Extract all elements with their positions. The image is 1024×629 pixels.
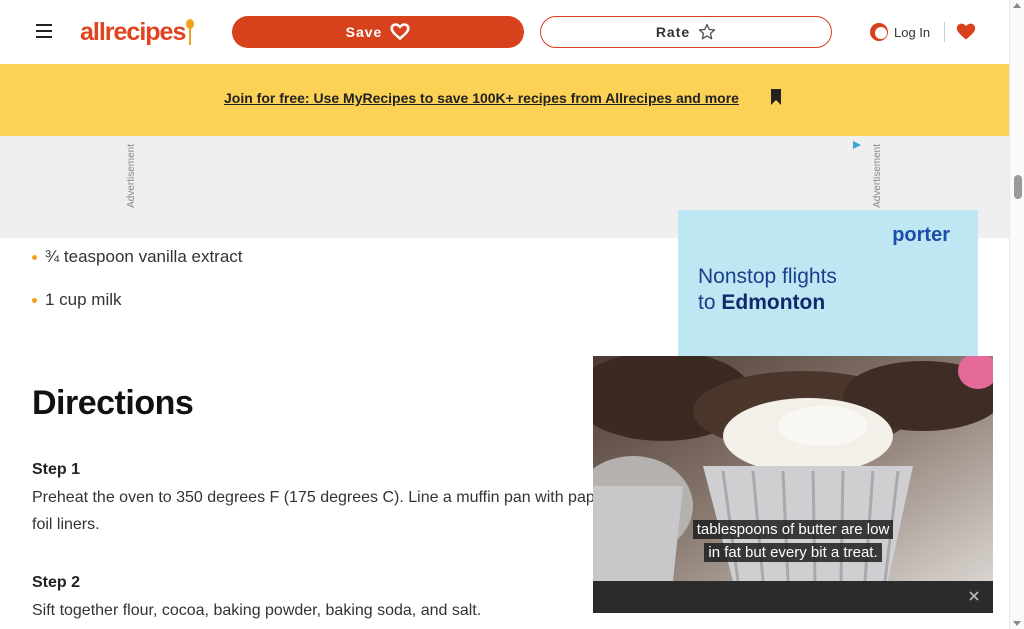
spoon-icon [186,19,195,45]
side-ad-headline-line1: Nonstop flights [698,265,837,288]
adchoices-icon [853,141,861,149]
side-ad-headline-to: to [698,291,722,314]
top-ad-band: Advertisement Advertisement [0,136,1009,238]
saved-recipes-button[interactable] [956,22,976,42]
step-text: Sift together flour, cocoa, baking powde… [32,602,482,619]
heart-icon [390,23,410,41]
side-ad-headline: Nonstop flights to Edmonton [698,264,837,316]
promo-banner: Join for free: Use MyRecipes to save 100… [0,64,1009,136]
login-button[interactable]: Log In [870,20,930,44]
ingredient-item: 1 cup milk [32,290,122,310]
page-scrollbar[interactable] [1009,0,1024,629]
side-ad-brand: porter [892,224,950,246]
star-icon [698,23,716,40]
caption-line1: tablespoons of butter are low [692,520,894,539]
scroll-down-arrow-icon[interactable] [1013,621,1021,626]
video-caption: tablespoons of butter are low in fat but… [593,518,993,564]
ingredient-item: ¾ teaspoon vanilla extract [32,247,243,267]
bookmark-icon [771,89,781,105]
save-button[interactable]: Save [232,16,524,48]
video-close-button[interactable] [963,584,985,608]
rate-button[interactable]: Rate [540,16,832,48]
menu-button[interactable] [31,18,57,44]
close-icon [969,591,979,601]
scroll-up-arrow-icon[interactable] [1013,3,1021,8]
video-player[interactable]: tablespoons of butter are low in fat but… [593,356,993,581]
bullet-icon [32,297,37,303]
scroll-thumb[interactable] [1014,175,1022,199]
hamburger-icon-line [36,36,52,38]
video-control-bar [593,581,993,613]
user-icon [870,23,888,41]
logo-text: allrecipes [80,17,186,46]
promo-join-link[interactable]: Join for free: Use MyRecipes to save 100… [224,90,739,106]
ad-label: Advertisement [126,144,137,208]
heart-icon [956,23,976,40]
ingredient-text[interactable]: ¾ teaspoon vanilla extract [45,247,243,266]
bullet-icon [32,254,37,260]
ingredient-text[interactable]: 1 cup milk [45,290,122,309]
hamburger-icon [36,24,52,26]
side-ad-city: Edmonton [721,291,826,314]
directions-heading: Directions [32,384,194,422]
promo-bookmark-button[interactable] [770,88,788,110]
hamburger-icon-line [36,30,52,32]
site-logo[interactable]: allrecipes [80,16,208,48]
step-title: Step 1 [32,461,81,478]
header-divider [944,22,945,42]
save-button-label: Save [345,24,383,40]
rate-button-label: Rate [655,24,691,40]
side-ad-headline-line2: to Edmonton [698,290,837,316]
login-label: Log In [894,24,931,40]
step-title: Step 2 [32,574,81,591]
caption-line2: in fat but every bit a treat. [704,543,882,562]
ad-label: Advertisement [872,144,883,208]
site-header: allrecipes Save Rate Log In [0,0,1009,64]
step-text[interactable]: Preheat the oven to 350 degrees F (175 d… [32,489,628,533]
